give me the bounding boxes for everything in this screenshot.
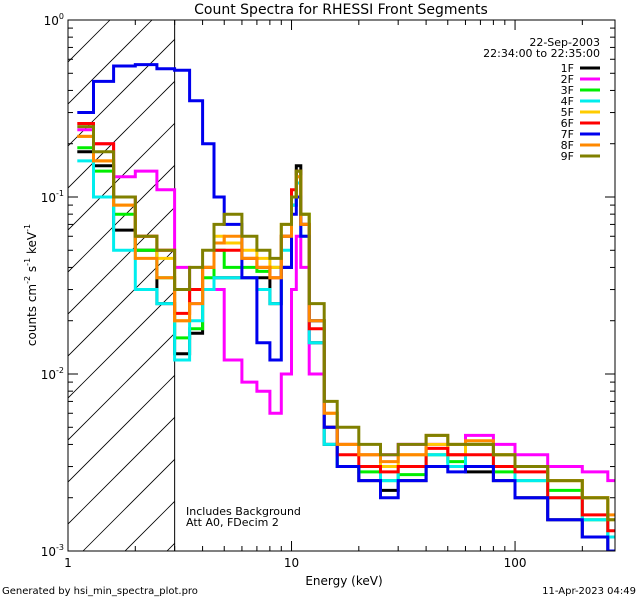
series-line-5F (77, 134, 615, 522)
y-tick-label: 10-3 (41, 543, 64, 559)
legend-label-5F: 5F (561, 106, 574, 119)
series-line-1F (77, 150, 615, 551)
annotation-background: Includes Background (186, 505, 301, 518)
footer-generated-by: Generated by hsi_min_spectra_plot.pro (2, 586, 198, 597)
series-line-3F (77, 146, 615, 539)
y-label-exp: -1 (23, 258, 32, 266)
y-tick-label: 10-2 (41, 366, 64, 382)
y-tick-exponent: -3 (56, 543, 64, 552)
series-line-4F (77, 159, 615, 539)
x-tick-label: 100 (504, 556, 527, 570)
legend-label-1F: 1F (561, 62, 574, 75)
chart-date: 22-Sep-2003 (529, 36, 600, 49)
legend-label-3F: 3F (561, 84, 574, 97)
hatch-line (68, 206, 175, 315)
series-line-8F (77, 134, 615, 517)
hatch-line (68, 164, 175, 273)
legend-label-9F: 9F (561, 150, 574, 163)
y-label-part: s (25, 266, 39, 276)
axis-ticks (67, 20, 615, 552)
x-tick-labels: 1 10 100 (64, 556, 526, 570)
y-tick-exponent: 0 (59, 12, 64, 21)
y-label-exp: -1 (23, 224, 32, 232)
y-tick-mantissa: 10 (44, 14, 59, 28)
y-tick-mantissa: 10 (41, 191, 56, 205)
annotation-attenuator: Att A0, FDecim 2 (186, 516, 279, 529)
x-tick-label: 10 (284, 556, 299, 570)
chart-time-range: 22:34:00 to 22:35:00 (483, 47, 600, 60)
hatch-line (82, 458, 175, 551)
hatch-line (68, 374, 175, 483)
y-axis-label: counts cm-2 s-1 keV-1 (23, 224, 39, 346)
footer-timestamp: 11-Apr-2023 04:49 (542, 586, 636, 597)
plot-frame (67, 19, 616, 552)
chart-title: Count Spectra for RHESSI Front Segments (194, 2, 488, 18)
y-tick-label: 10-1 (41, 189, 64, 205)
y-tick-mantissa: 10 (41, 545, 56, 559)
hatch-line (68, 416, 175, 525)
hatch-line (68, 332, 175, 441)
x-tick-label: 1 (64, 556, 72, 570)
legend-label-4F: 4F (561, 95, 574, 108)
legend-label-7F: 7F (561, 128, 574, 141)
y-label-part: counts cm (25, 284, 39, 346)
y-tick-label: 100 (44, 12, 64, 28)
series-line-7F (77, 63, 615, 551)
hatch-line (68, 20, 153, 105)
y-tick-mantissa: 10 (41, 368, 56, 382)
series-line-9F (77, 125, 615, 522)
hatch-line (68, 248, 175, 357)
hatched-region (68, 20, 175, 551)
y-label-part: keV (25, 231, 39, 258)
hatch-line (68, 38, 175, 147)
series-group (77, 63, 615, 551)
y-tick-exponent: -2 (56, 366, 64, 375)
legend-label-8F: 8F (561, 139, 574, 152)
legend-label-2F: 2F (561, 73, 574, 86)
y-label-exp: -2 (23, 276, 32, 284)
legend-label-6F: 6F (561, 117, 574, 130)
y-tick-exponent: -1 (56, 189, 64, 198)
hatch-line (68, 80, 175, 189)
x-axis-label: Energy (keV) (305, 574, 382, 588)
